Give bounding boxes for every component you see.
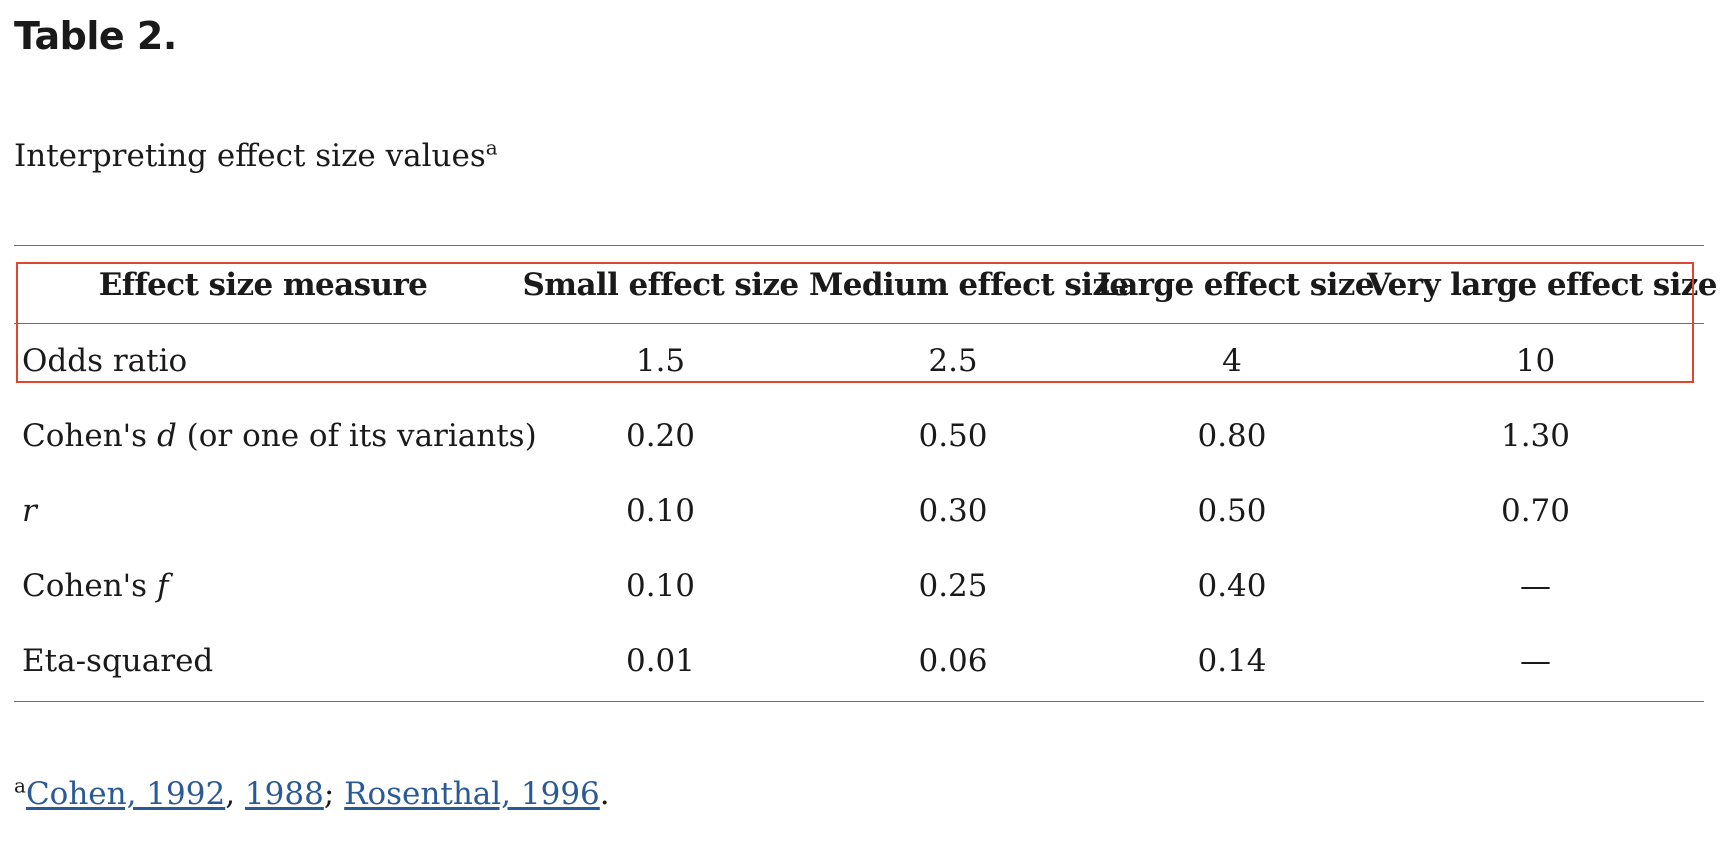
measure-suffix: (or one of its variants) — [176, 417, 537, 454]
row-measure-cohens-d: Cohen's d (or one of its variants) — [14, 398, 537, 473]
row-measure-eta-squared: Eta-squared — [22, 642, 214, 679]
citation-link-cohen-1992[interactable]: Cohen, 1992 — [25, 776, 226, 812]
table-cell: 1.30 — [1500, 417, 1571, 454]
measure-prefix: Cohen's — [22, 417, 157, 454]
row-measure-odds-ratio: Odds ratio — [22, 342, 188, 379]
table-cell: 0.01 — [625, 642, 696, 679]
table-top-rule — [14, 245, 1704, 246]
table-cell: 0.25 — [918, 567, 988, 604]
table-cell: 0.80 — [1197, 417, 1267, 454]
footnote-marker: a — [14, 773, 26, 798]
table-header-row: Effect size measure Small effect size Me… — [14, 246, 1718, 323]
table-cell: 0.14 — [1197, 642, 1267, 679]
table-cell: 1.5 — [635, 342, 686, 379]
table-bottom-rule — [14, 701, 1704, 702]
footnote-separator: ; — [323, 776, 345, 812]
table-row: r 0.10 0.30 0.50 0.70 — [14, 473, 1704, 548]
table-cell: 0.20 — [625, 417, 696, 454]
measure-italic: d — [156, 417, 177, 454]
table-cell: 0.40 — [1197, 567, 1267, 604]
table-cell: 0.50 — [918, 417, 988, 454]
table-title: Table 2. — [14, 14, 177, 58]
header-small-effect-size: Small effect size — [522, 266, 799, 303]
measure-prefix: Cohen's — [22, 567, 157, 604]
table-caption: Interpreting effect size valuesa — [14, 136, 498, 176]
row-measure-r: r — [14, 473, 512, 548]
table-cell: 2.5 — [928, 342, 978, 379]
table-cell: 0.10 — [625, 567, 696, 604]
header-very-large-effect-size: Very large effect size — [1367, 266, 1718, 303]
footnote-end: . — [599, 776, 610, 812]
caption-footnote-marker: a — [485, 135, 498, 160]
caption-text: Interpreting effect size values — [14, 138, 486, 174]
footnote-separator: , — [225, 776, 245, 812]
citation-link-cohen-1988[interactable]: 1988 — [244, 776, 324, 812]
effect-size-table: Effect size measure Small effect size Me… — [14, 246, 1718, 698]
table-cell: 10 — [1515, 342, 1556, 379]
table-cell: — — [1520, 567, 1551, 604]
measure-italic: r — [22, 492, 37, 529]
table-footnote: aCohen, 1992, 1988; Rosenthal, 1996. — [14, 774, 610, 814]
table-cell: 0.30 — [918, 492, 988, 529]
header-large-effect-size: Large effect size — [1097, 266, 1374, 303]
table-cell: — — [1520, 642, 1551, 679]
header-medium-effect-size: Medium effect size — [809, 266, 1129, 303]
table-cell: 0.06 — [918, 642, 988, 679]
table-cell: 4 — [1222, 342, 1242, 379]
table-cell: 0.10 — [625, 492, 696, 529]
table-row: Cohen's d (or one of its variants) 0.20 … — [14, 398, 1704, 473]
citation-link-rosenthal-1996[interactable]: Rosenthal, 1996 — [344, 776, 600, 812]
table-row: Cohen's f 0.10 0.25 0.40 — — [14, 548, 1704, 623]
table-row: Eta-squared 0.01 0.06 0.14 — — [14, 623, 1704, 698]
row-measure-cohens-f: Cohen's f — [14, 548, 512, 623]
header-effect-size-measure: Effect size measure — [98, 266, 428, 303]
measure-italic: f — [156, 567, 169, 604]
table-row: Odds ratio 1.5 2.5 4 10 — [14, 323, 1704, 398]
table-cell: 0.50 — [1197, 492, 1267, 529]
table-cell: 0.70 — [1500, 492, 1571, 529]
table-header-rule — [14, 323, 1704, 324]
